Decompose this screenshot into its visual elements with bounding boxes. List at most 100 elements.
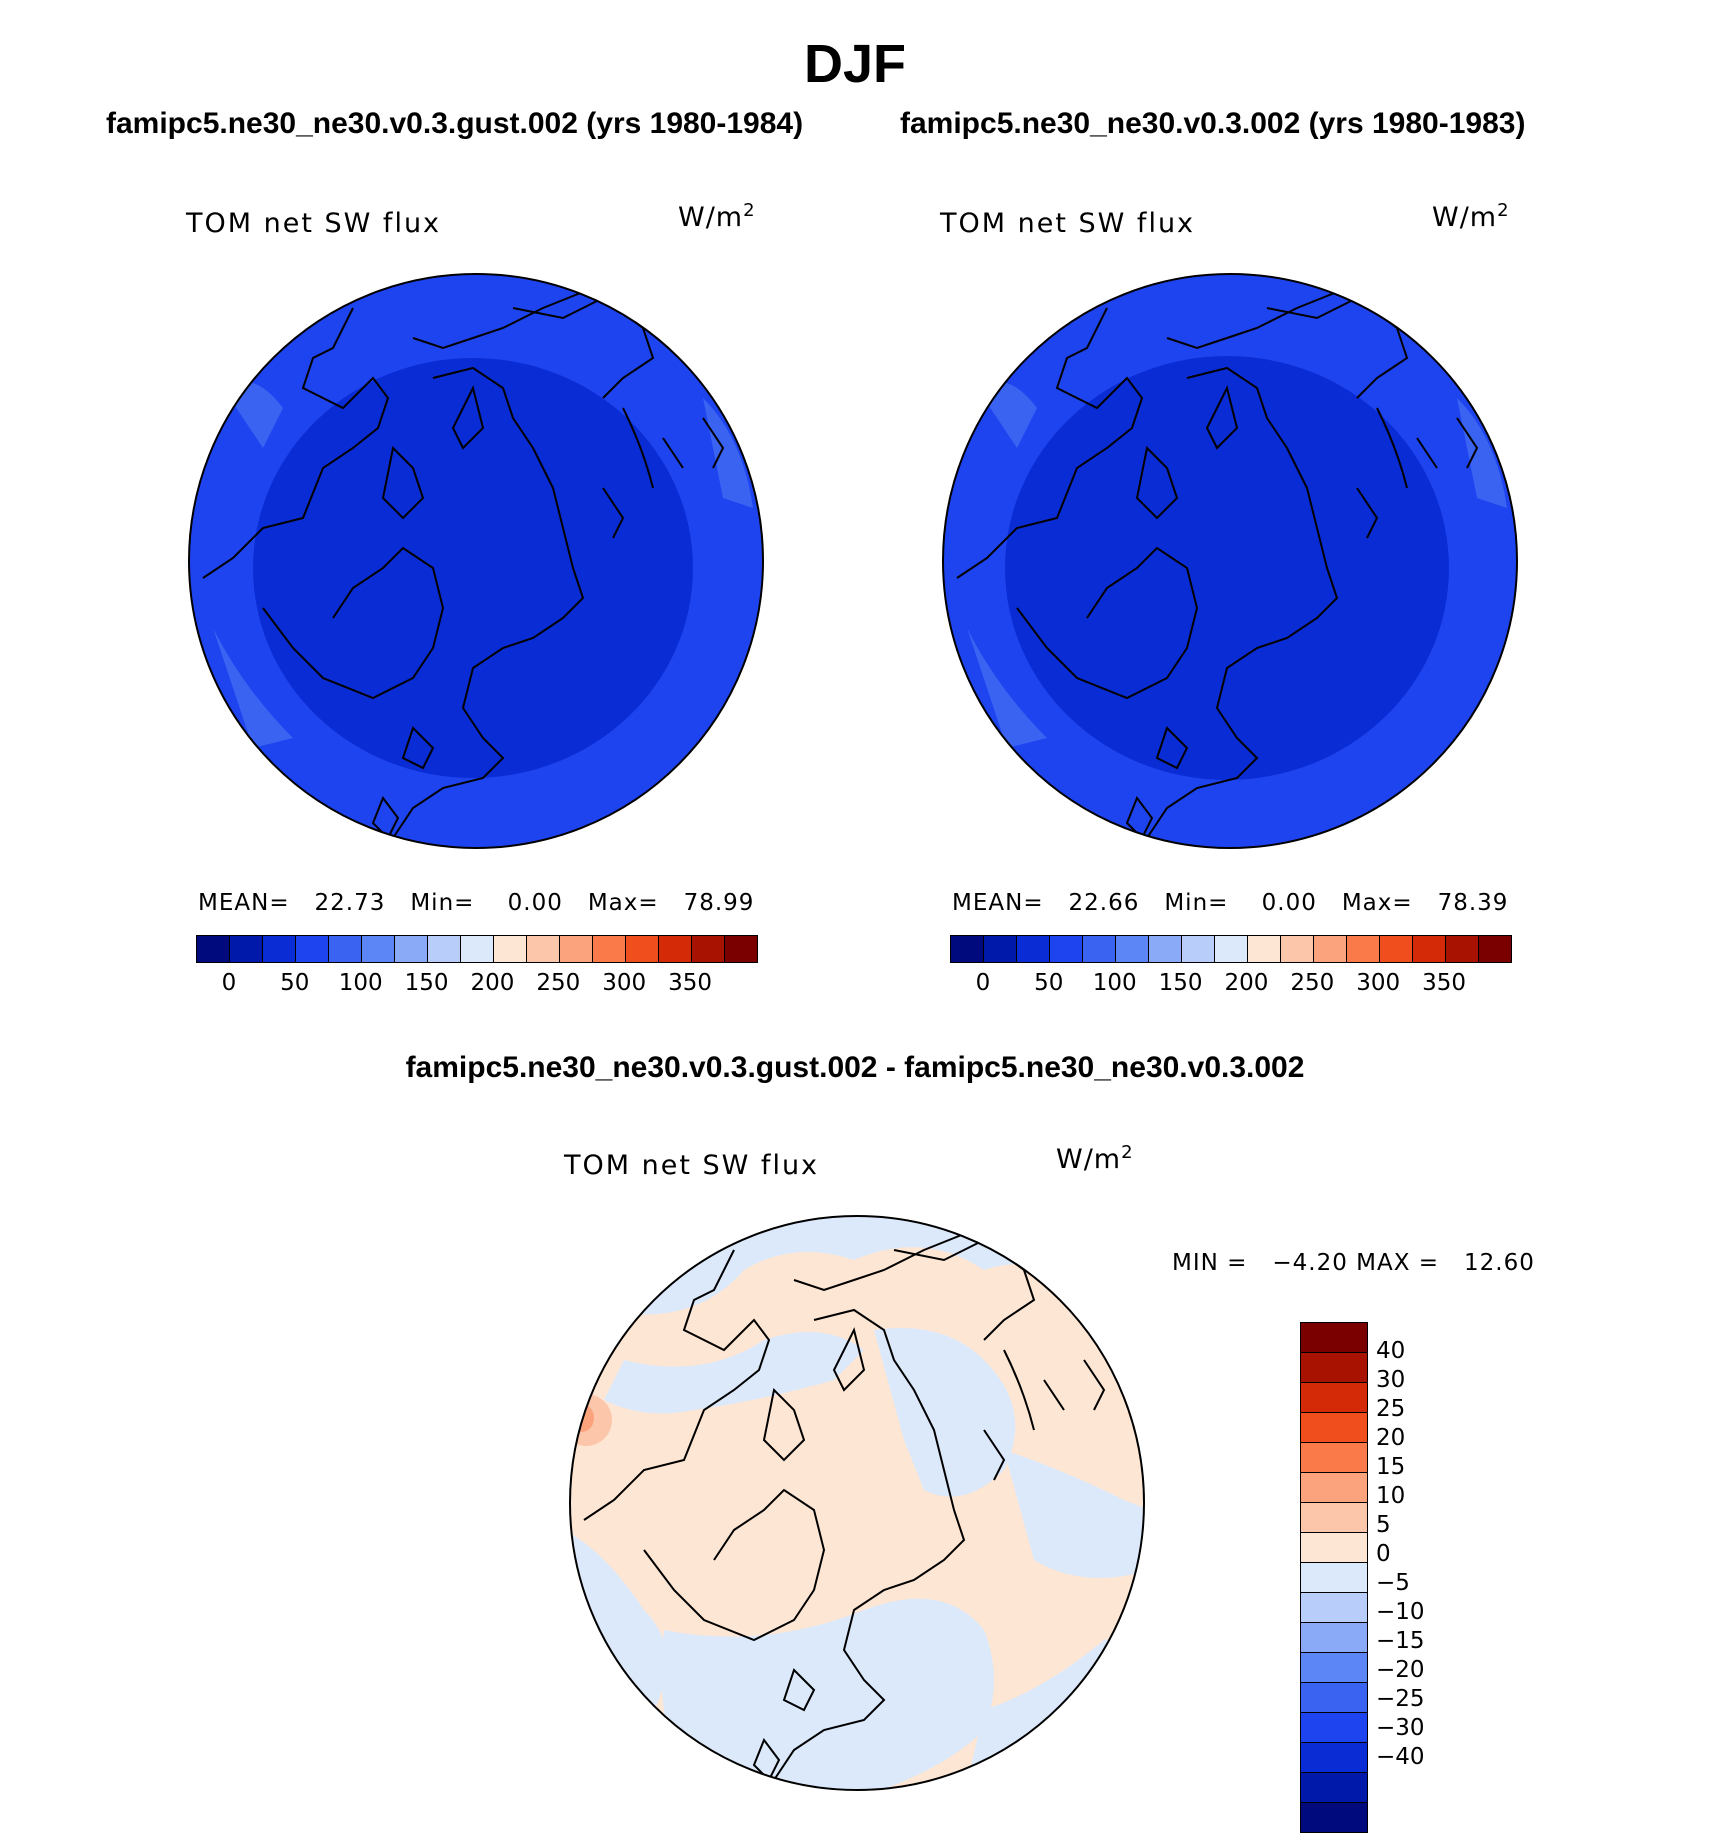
colorbar-tick-label: 100 [338,970,383,996]
diff-case-title: famipc5.ne30_ne30.v0.3.gust.002 - famipc… [405,1051,1305,1084]
colorbar-tick-label: −20 [1376,1657,1425,1683]
test-map-border [188,273,764,849]
diff-polar-map [569,1215,1145,1791]
colorbar-swatch [1116,936,1149,962]
test-stats: MEAN= 22.73 Min= 0.00 Max= 78.99 [198,890,755,916]
colorbar-swatch [329,936,362,962]
test-field-patch [703,398,753,508]
colorbar-swatch [725,936,757,962]
diff-map-border [569,1215,1145,1791]
test-field-patch [213,628,293,748]
diff-units-label: W/m2 [1056,1142,1134,1175]
colorbar-tick-label: 200 [470,970,515,996]
colorbar-swatch [1314,936,1347,962]
colorbar-swatch [984,936,1017,962]
control-field-patch [967,628,1047,748]
colorbar-swatch [1301,1563,1367,1593]
figure-title: DJF [803,34,906,94]
control-variable-label: TOM net SW flux [940,208,1196,239]
colorbar-tick-label: 0 [221,970,237,996]
colorbar-swatch [1301,1413,1367,1443]
diff-variable-label: TOM net SW flux [564,1150,820,1181]
colorbar-swatch [1281,936,1314,962]
colorbar-tick-label: 150 [1158,970,1203,996]
colorbar-swatch [659,936,692,962]
colorbar-tick-label: −15 [1376,1628,1425,1654]
colorbar-swatch [1017,936,1050,962]
colorbar-tick-label: 350 [1422,970,1467,996]
colorbar-swatch [1446,936,1479,962]
colorbar-swatch [494,936,527,962]
colorbar-swatch [1301,1503,1367,1533]
colorbar-tick-label: −40 [1376,1744,1425,1770]
diff-field-negative [874,1328,1016,1497]
control-units-label: W/m2 [1432,200,1510,233]
colorbar-tick-label: 100 [1092,970,1137,996]
colorbar-tick-label: 40 [1376,1338,1406,1364]
diff-field-negative [604,1332,864,1414]
colorbar-tick-label: 0 [975,970,991,996]
colorbar-tick-label: 250 [1290,970,1335,996]
colorbar-swatch [1301,1323,1367,1353]
colorbar-swatch [1413,936,1446,962]
colorbar-tick-label: 300 [602,970,647,996]
colorbar-swatch [1301,1593,1367,1623]
test-units-label: W/m2 [678,200,756,233]
colorbar-swatch [1215,936,1248,962]
colorbar-swatch [1149,936,1182,962]
control-stats: MEAN= 22.66 Min= 0.00 Max= 78.39 [952,890,1509,916]
control-case-title: famipc5.ne30_ne30.v0.3.002 (yrs 1980-198… [900,107,1526,140]
colorbar-tick-label: 350 [668,970,713,996]
colorbar-tick-label: 10 [1376,1483,1406,1509]
colorbar-swatch [1301,1383,1367,1413]
colorbar-tick-label: −30 [1376,1715,1425,1741]
colorbar-swatch [296,936,329,962]
colorbar-tick-label: 50 [1034,970,1064,996]
control-colorbar [950,935,1512,963]
diff-colorbar-ticks: 40 30 25 20 15 10 5 0 −5 −10 −15 −20 −25 −30 −40 [1376,1322,1456,1792]
colorbar-swatch [362,936,395,962]
colorbar-tick-label: −10 [1376,1599,1425,1625]
colorbar-tick-label: 25 [1376,1396,1406,1422]
colorbar-swatch [1301,1773,1367,1803]
colorbar-tick-label: 200 [1224,970,1269,996]
control-colorbar-ticks: 0 50 100 150 200 250 300 350 [950,970,1510,1000]
colorbar-swatch [626,936,659,962]
test-case-title: famipc5.ne30_ne30.v0.3.gust.002 (yrs 198… [106,107,804,140]
colorbar-tick-label: 250 [536,970,581,996]
colorbar-tick-label: 20 [1376,1425,1406,1451]
colorbar-swatch [1380,936,1413,962]
control-field-inner [1005,356,1449,780]
colorbar-swatch [263,936,296,962]
test-field-inner [253,358,693,778]
colorbar-tick-label: 30 [1376,1367,1406,1393]
colorbar-swatch [1301,1353,1367,1383]
colorbar-swatch [951,936,984,962]
colorbar-swatch [1301,1623,1367,1653]
colorbar-swatch [428,936,461,962]
colorbar-swatch [1083,936,1116,962]
colorbar-swatch [1347,936,1380,962]
colorbar-tick-label: 15 [1376,1454,1406,1480]
colorbar-swatch [461,936,494,962]
colorbar-swatch [395,936,428,962]
colorbar-swatch [527,936,560,962]
diff-field-negative [661,1598,994,1790]
control-map-border [942,273,1518,849]
test-polar-map [188,273,764,849]
diff-stats: MIN = −4.20 MAX = 12.60 [1172,1250,1535,1276]
diff-field-negative [1004,1450,1144,1578]
colorbar-swatch [1182,936,1215,962]
control-polar-map [942,273,1518,849]
colorbar-swatch [1301,1803,1367,1832]
test-colorbar [196,935,758,963]
colorbar-swatch [1301,1683,1367,1713]
colorbar-tick-label: −5 [1376,1570,1410,1596]
colorbar-tick-label: 50 [280,970,310,996]
colorbar-tick-label: −25 [1376,1686,1425,1712]
test-variable-label: TOM net SW flux [186,208,442,239]
colorbar-swatch [1301,1743,1367,1773]
colorbar-tick-label: 300 [1356,970,1401,996]
colorbar-swatch [692,936,725,962]
diff-colorbar [1300,1322,1368,1833]
